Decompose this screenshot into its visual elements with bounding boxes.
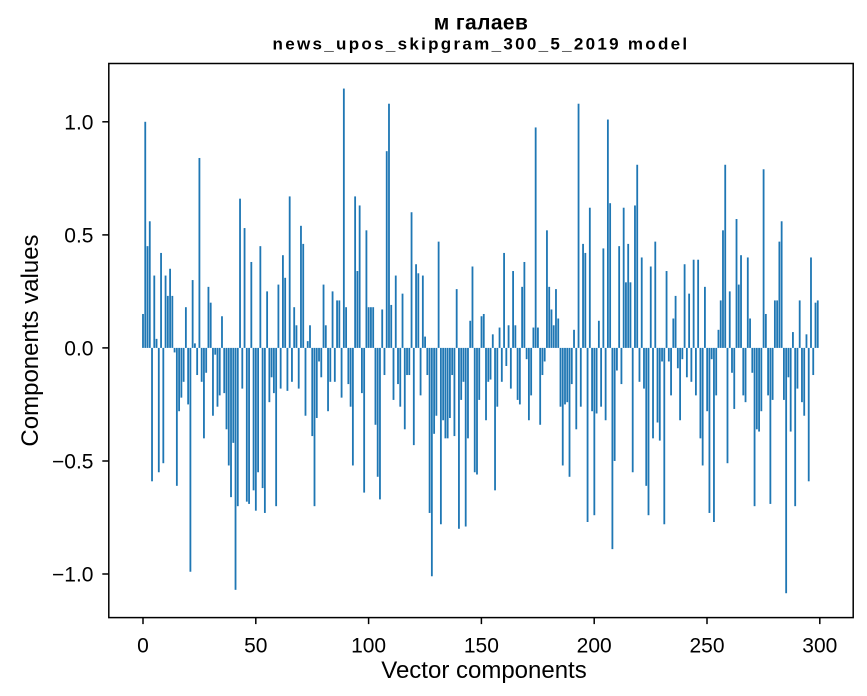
svg-text:0: 0 (137, 635, 149, 658)
svg-text:100: 100 (351, 635, 386, 658)
svg-text:−1.0: −1.0 (52, 564, 93, 587)
svg-text:Vector components: Vector components (381, 657, 586, 684)
svg-text:50: 50 (244, 635, 267, 658)
svg-text:0.0: 0.0 (64, 338, 93, 361)
svg-text:300: 300 (802, 635, 837, 658)
svg-text:м галаев: м галаев (434, 12, 529, 35)
svg-text:1.0: 1.0 (64, 111, 93, 134)
svg-text:0.5: 0.5 (64, 225, 93, 248)
svg-text:150: 150 (464, 635, 499, 658)
svg-text:news_upos_skipgram_300_5_2019: news_upos_skipgram_300_5_2019 model (273, 35, 690, 54)
svg-text:250: 250 (689, 635, 724, 658)
svg-text:200: 200 (577, 635, 612, 658)
svg-text:−0.5: −0.5 (52, 451, 93, 474)
svg-text:Components values: Components values (17, 234, 44, 446)
